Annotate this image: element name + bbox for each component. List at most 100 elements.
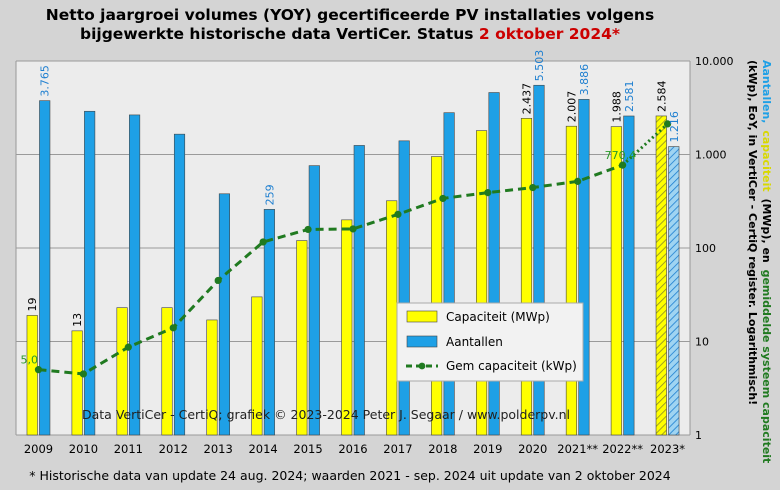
bar-aantallen-2021** <box>578 99 590 436</box>
bar-aantallen-2019 <box>488 92 500 436</box>
data-label-capaciteit-2009: 19 <box>26 297 39 311</box>
watermark: Data VertiCer - CertiQ; grafiek © 2023-2… <box>82 407 570 422</box>
legend-swatch-capaciteit <box>406 310 438 323</box>
chart-title-line1: Netto jaargroei volumes (YOY) gecertific… <box>45 6 655 24</box>
data-label-aantallen-2021**: 3.886 <box>578 64 591 96</box>
bar-aantallen-2023* <box>668 146 680 436</box>
avg-capacity-line <box>34 120 672 378</box>
bar-capaciteit-2012 <box>161 307 173 436</box>
avg-line-path <box>38 163 624 376</box>
data-label-aantallen-2009: 3.765 <box>39 65 52 97</box>
bar-capaciteit-2009 <box>26 315 38 436</box>
x-tick-label-0: 2009 <box>24 442 53 456</box>
avg-point-2009 <box>34 366 43 374</box>
right-axis-title-line2: (kWp), EoY, in VertiCer - CertiQ registe… <box>746 60 759 405</box>
right-axis-title: Aantallen, capaciteit (MWp), en gemiddel… <box>760 60 773 463</box>
avg-point-2010 <box>79 370 87 378</box>
footnote: * Historische data van update 24 aug. 20… <box>29 468 671 483</box>
avg-point-2019 <box>484 189 492 197</box>
bar-capaciteit-2011 <box>116 307 128 436</box>
data-label-capaciteit-2021**: 2.007 <box>565 91 578 123</box>
bar-capaciteit-2019 <box>475 130 488 436</box>
bar-aantallen-2011 <box>129 114 141 436</box>
bar-aantallen-2014 <box>263 209 275 436</box>
x-tick-label-4: 2013 <box>204 442 233 456</box>
x-tick-label-2: 2011 <box>114 442 143 456</box>
right-axis-title-capaciteit: capaciteit <box>760 130 773 191</box>
data-label-aantallen-2022**: 2.581 <box>623 80 636 112</box>
data-label-capaciteit-2020: 2.437 <box>520 83 533 115</box>
data-label-capaciteit-2023*: 2.584 <box>655 80 668 112</box>
avg-point-2013 <box>214 276 222 285</box>
bar-aantallen-2010 <box>84 110 96 436</box>
data-label-aantallen-2023*: 1.216 <box>668 111 681 143</box>
x-tick-label-10: 2019 <box>473 442 502 456</box>
avg-point-2016 <box>349 225 357 233</box>
x-tick-label-1: 2010 <box>69 442 98 456</box>
bar-aantallen-2016 <box>353 145 365 436</box>
bar-aantallen-2009 <box>39 100 51 436</box>
legend-swatch-aantallen <box>406 335 438 348</box>
bars-group <box>26 84 680 436</box>
avg-point-2011 <box>124 343 132 351</box>
bar-capaciteit-2018 <box>431 156 443 436</box>
bar-capaciteit-2023* <box>655 115 667 436</box>
avg-point-2023* <box>663 120 672 128</box>
chart-title-line2-text: bijgewerkte historische data VertiCer. S… <box>79 25 479 43</box>
bar-aantallen-2020 <box>533 84 545 436</box>
legend-label-capaciteit: Capaciteit (MWp) <box>446 310 550 324</box>
bar-capaciteit-2020 <box>520 118 533 436</box>
bar-capaciteit-2014 <box>251 296 263 436</box>
x-tick-label-8: 2017 <box>383 442 412 456</box>
avg-point-2021** <box>574 177 582 185</box>
bar-capaciteit-2013 <box>206 319 218 436</box>
chart-title-status-date: 2 oktober 2024* <box>478 25 621 43</box>
y-tick-label-0: 1 <box>695 429 702 442</box>
data-label-gem-capaciteit-2022**: 770,4 <box>605 149 637 162</box>
data-label-aantallen-2020: 5.503 <box>533 50 546 82</box>
avg-point-2015 <box>304 225 312 234</box>
avg-point-2017 <box>394 210 402 218</box>
bar-aantallen-2017 <box>398 140 410 436</box>
avg-line-dotted-tail <box>621 122 669 167</box>
avg-point-2014 <box>259 238 267 246</box>
bar-aantallen-2012 <box>173 133 186 436</box>
data-label-aantallen-2014: 259 <box>263 184 276 205</box>
x-tick-label-9: 2018 <box>428 442 457 456</box>
x-tick-label-7: 2016 <box>338 442 367 456</box>
legend-label-aantallen: Aantallen <box>446 335 503 349</box>
bar-capaciteit-2022** <box>610 126 622 436</box>
y-tick-label-4: 10.000 <box>695 55 734 68</box>
right-axis-title-gemiddelde: gemiddelde systeem capaciteit <box>760 270 773 464</box>
x-tick-label-6: 2015 <box>293 442 322 456</box>
bar-capaciteit-2010 <box>71 330 83 436</box>
bar-aantallen-2013 <box>218 193 230 436</box>
bar-capaciteit-2016 <box>341 219 353 436</box>
avg-point-2022** <box>619 161 627 169</box>
avg-point-2020 <box>529 183 537 192</box>
bar-capaciteit-2015 <box>296 240 308 436</box>
x-tick-label-12: 2021** <box>557 442 598 456</box>
x-tick-label-11: 2020 <box>518 442 547 456</box>
bar-capaciteit-2017 <box>386 200 398 436</box>
legend-label-gem-capaciteit: Gem capaciteit (kWp) <box>446 359 577 373</box>
legend-marker-gem-capaciteit <box>418 362 426 370</box>
y-tick-label-2: 100 <box>695 242 716 255</box>
avg-point-2012 <box>169 324 177 332</box>
x-tick-label-14: 2023* <box>650 442 685 456</box>
data-label-capaciteit-2010: 13 <box>71 313 84 327</box>
avg-point-2018 <box>439 194 447 203</box>
x-tick-label-3: 2012 <box>159 442 188 456</box>
y-tick-label-1: 10 <box>695 336 709 349</box>
bar-aantallen-2018 <box>443 112 455 436</box>
data-label-capaciteit-2022**: 1.988 <box>610 91 623 123</box>
chart-title-line2: bijgewerkte historische data VertiCer. S… <box>0 25 700 43</box>
bar-capaciteit-2021** <box>565 125 577 436</box>
data-label-gem-capaciteit-2009: 5,0 <box>20 354 38 367</box>
bar-aantallen-2022** <box>623 115 635 436</box>
right-axis-title-mwp: (MWp), en <box>760 198 773 262</box>
x-tick-label-5: 2014 <box>248 442 277 456</box>
